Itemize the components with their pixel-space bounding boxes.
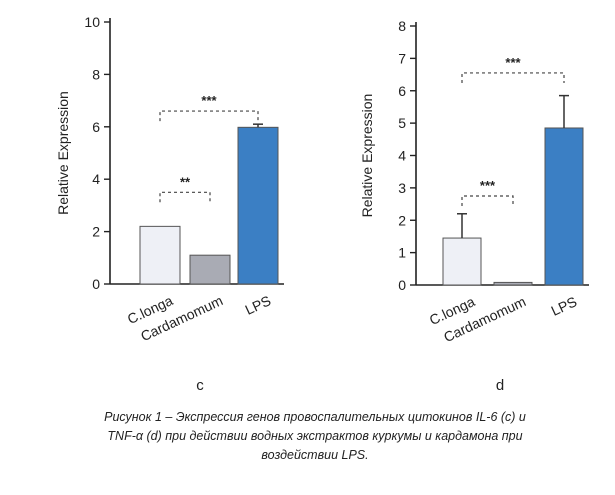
c-y-tick-label: 10 (84, 14, 100, 30)
d-y-tick-label: 8 (398, 18, 406, 34)
d-y-tick-label: 5 (398, 115, 406, 131)
c-significance-label: ** (180, 174, 191, 189)
c-y-tick-label: 6 (92, 119, 100, 135)
d-y-tick-label: 1 (398, 245, 406, 261)
c-y-tick-label: 2 (92, 224, 100, 240)
d-significance-bracket (461, 72, 565, 83)
d-y-tick-label: 4 (398, 148, 406, 164)
d-significance-label: *** (480, 178, 496, 193)
d-bar-clonga (442, 237, 482, 286)
c-y-tick-label: 8 (92, 66, 100, 82)
d-significance-bracket (461, 195, 514, 206)
figure-caption: Рисунок 1 – Экспрессия генов провоспалит… (104, 410, 526, 462)
d-y-axis-title: Relative Expression (359, 94, 375, 218)
d-y-tick-label: 3 (398, 180, 406, 196)
c-y-tick-label: 4 (92, 171, 100, 187)
d-y-tick-label: 6 (398, 83, 406, 99)
c-category-label: LPS (243, 292, 274, 318)
c-y-axis-title: Relative Expression (55, 91, 71, 215)
d-category-label: LPS (549, 293, 580, 319)
d-y-tick-label: 0 (398, 277, 406, 293)
d-y-tick-label: 2 (398, 212, 406, 228)
c-y-tick-label: 0 (92, 276, 100, 292)
d-panel-label: d (496, 377, 504, 394)
c-panel-label: c (196, 377, 204, 394)
c-significance-label: *** (201, 93, 217, 108)
c-significance-bracket (159, 110, 259, 122)
c-bar-lps (237, 126, 279, 285)
c-bar-cardamomum (189, 254, 231, 285)
c-bar-clonga (139, 225, 181, 285)
c-significance-bracket (159, 191, 211, 203)
d-bar-cardamomum (493, 281, 533, 286)
d-significance-label: *** (505, 55, 521, 70)
d-y-tick-label: 7 (398, 50, 406, 66)
d-bar-lps (544, 127, 584, 286)
